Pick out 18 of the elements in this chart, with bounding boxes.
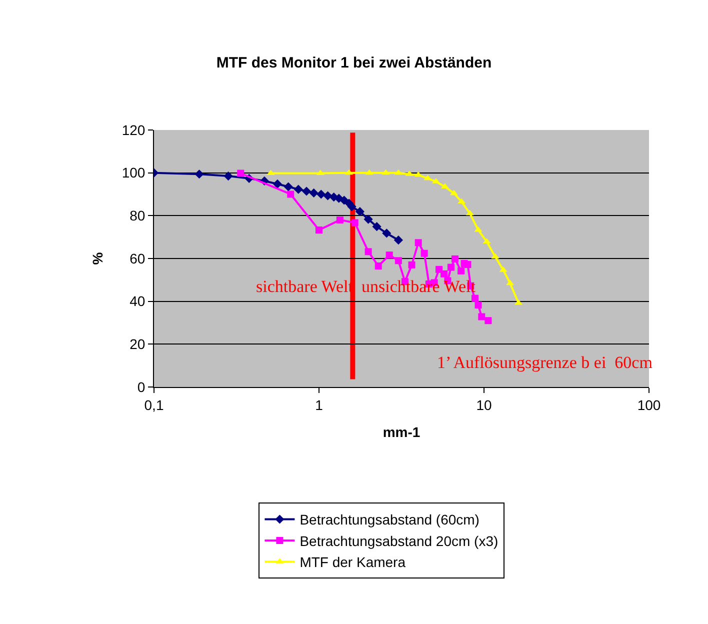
- y-tick-label: 0: [137, 378, 146, 395]
- x-tick-label: 1: [315, 396, 324, 413]
- y-tick-label: 100: [122, 164, 146, 181]
- y-axis-title: %: [89, 252, 106, 265]
- y-tick-label: 40: [130, 293, 146, 310]
- legend-label: Betrachtungsabstand 20cm (x3): [300, 532, 498, 549]
- legend-label: Betrachtungsabstand (60cm): [300, 512, 480, 528]
- x-tick-label: 0,1: [144, 396, 164, 413]
- x-axis-title: mm-1: [382, 424, 420, 440]
- y-tick-label: 80: [130, 208, 146, 224]
- y-tick-label: 60: [130, 250, 146, 266]
- x-tick-label: 10: [476, 396, 492, 413]
- y-tick-label: 120: [122, 122, 146, 138]
- y-tick-label: 20: [130, 336, 146, 352]
- annotation: 1’ Auflösungsgrenze b ei 60cm: [437, 353, 652, 372]
- chart-title: MTF des Monitor 1 bei zwei Abständen: [216, 54, 492, 72]
- legend-label: MTF der Kamera: [300, 554, 406, 570]
- x-tick-label: 100: [637, 396, 661, 413]
